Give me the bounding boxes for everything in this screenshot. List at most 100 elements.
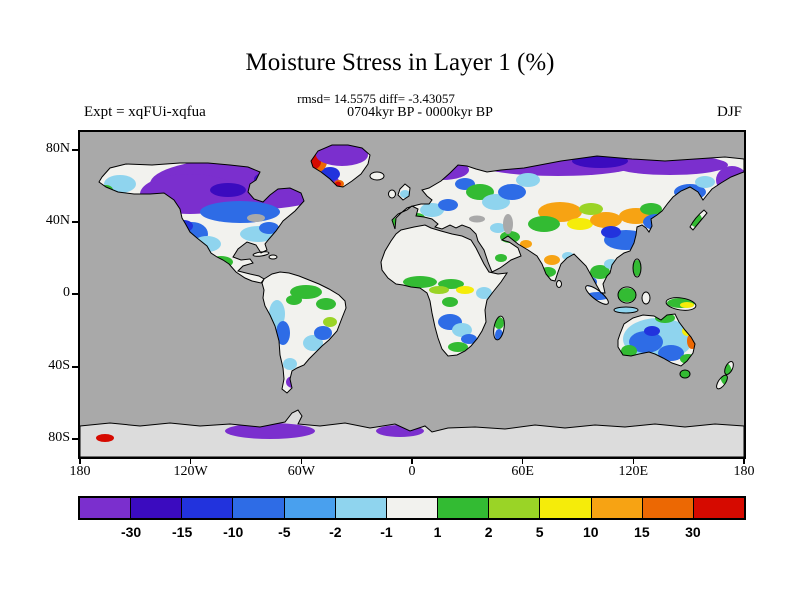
contour-patch bbox=[456, 286, 474, 294]
contour-patch bbox=[644, 326, 660, 336]
contour-patch bbox=[259, 222, 279, 234]
contour-patch bbox=[403, 276, 437, 288]
lon-tick-label: 60W bbox=[287, 464, 315, 479]
contour-patch bbox=[323, 317, 337, 327]
contour-patch bbox=[579, 203, 603, 215]
lon-tick-label: 60E bbox=[511, 464, 534, 479]
colorbar-cell bbox=[591, 498, 643, 518]
contour-patch bbox=[400, 190, 410, 198]
lat-tick-mark bbox=[72, 221, 78, 223]
contour-patch bbox=[290, 285, 322, 299]
lon-tick-mark bbox=[632, 459, 635, 464]
colorbar-boundary-label: 30 bbox=[685, 524, 701, 540]
lat-tick-label: 0 bbox=[63, 285, 70, 300]
colorbar-cell bbox=[489, 498, 541, 518]
lon-tick-label: 180 bbox=[733, 464, 755, 479]
colorbar-boundary-label: -1 bbox=[380, 524, 393, 540]
contour-patch bbox=[448, 342, 468, 352]
colorbar-cell bbox=[284, 498, 336, 518]
contour-patch bbox=[498, 184, 526, 200]
colorbar-cell bbox=[438, 498, 490, 518]
contour-patch bbox=[495, 254, 507, 262]
contour-patch bbox=[658, 345, 684, 361]
contour-patch bbox=[680, 302, 694, 308]
contour-patch bbox=[452, 323, 472, 337]
contour-patch bbox=[590, 265, 610, 279]
experiment-label: Expt = xqFUi-xqfua bbox=[84, 104, 206, 120]
lake-black-sea bbox=[469, 215, 485, 223]
map-frame bbox=[78, 130, 746, 459]
lon-tick-label: 120W bbox=[173, 464, 208, 479]
contour-patch bbox=[640, 203, 662, 215]
contour-patch bbox=[615, 307, 637, 313]
lon-tick-label: 180 bbox=[69, 464, 91, 479]
season-label: DJF bbox=[716, 104, 742, 120]
lat-tick-mark bbox=[72, 149, 78, 151]
contour-patch bbox=[314, 326, 332, 340]
colorbar-cell bbox=[386, 498, 439, 518]
contour-patch bbox=[590, 212, 622, 228]
lakes bbox=[247, 214, 513, 234]
lat-tick-mark bbox=[72, 366, 78, 368]
contour-patch bbox=[429, 286, 449, 294]
contour-patch bbox=[621, 345, 637, 357]
colorbar-boundary-label: 10 bbox=[582, 524, 599, 540]
stats-line: rmsd= 14.5575 diff= -3.43057 bbox=[297, 91, 455, 106]
contour-patch bbox=[303, 335, 323, 351]
lat-tick-label: 40N bbox=[45, 213, 70, 228]
colorbar-boundary-label: -2 bbox=[329, 524, 342, 540]
colorbar-cell bbox=[335, 498, 387, 518]
contour-patch bbox=[516, 173, 540, 187]
contour-patch bbox=[544, 255, 560, 265]
colorbar-boundary-label: 2 bbox=[484, 524, 493, 540]
contour-patch bbox=[629, 331, 663, 353]
colorbar-boundary-label: -30 bbox=[120, 524, 142, 540]
contour-patch bbox=[283, 358, 297, 370]
contour-patch bbox=[438, 279, 464, 289]
colorbar-cell bbox=[233, 498, 285, 518]
colorbar-boundary-label: 5 bbox=[535, 524, 544, 540]
lon-tick-mark bbox=[189, 459, 192, 464]
contour-patch bbox=[316, 298, 336, 310]
lat-tick-label: 80N bbox=[45, 141, 70, 156]
colorbar-cell bbox=[80, 498, 132, 518]
chart-title: Moisture Stress in Layer 1 (%) bbox=[245, 49, 555, 76]
contour-patch bbox=[225, 423, 315, 439]
colorbar-boundary-label: -15 bbox=[172, 524, 193, 540]
contour-patch bbox=[476, 287, 492, 299]
lon-tick-label: 0 bbox=[408, 464, 416, 479]
contour-patch bbox=[316, 145, 368, 166]
lon-tick-mark bbox=[521, 459, 524, 464]
contour-patch bbox=[680, 370, 690, 378]
contour-patch bbox=[200, 201, 280, 223]
contour-patch bbox=[438, 199, 458, 211]
lon-tick-mark bbox=[300, 459, 303, 464]
contour-patch bbox=[567, 218, 593, 230]
lake-caspian-sea bbox=[503, 214, 513, 234]
colorbar-cell bbox=[540, 498, 592, 518]
colorbar-boundary-label: -10 bbox=[223, 524, 244, 540]
period-line: 0704kyr BP - 0000kyr BP bbox=[347, 105, 493, 120]
contour-patch bbox=[461, 334, 477, 344]
colorbar-cell bbox=[642, 498, 694, 518]
contour-patch bbox=[420, 203, 444, 217]
contour-patch bbox=[633, 260, 641, 276]
contour-patch bbox=[528, 216, 560, 232]
lat-tick-label: 80S bbox=[48, 430, 70, 445]
lon-tick-mark bbox=[411, 459, 413, 464]
contour-patch bbox=[490, 223, 506, 233]
colorbar-cell bbox=[693, 498, 745, 518]
contour-patch bbox=[618, 288, 636, 302]
contour-patch bbox=[520, 240, 532, 248]
lat-tick-mark bbox=[72, 293, 78, 295]
lat-tick-label: 40S bbox=[48, 358, 70, 373]
colorbar-boundary-label: 15 bbox=[634, 524, 650, 540]
contour-patch bbox=[210, 183, 246, 197]
colorbar-cell bbox=[182, 498, 234, 518]
lon-tick-mark bbox=[79, 459, 81, 464]
colorbar-boundary-label: -5 bbox=[278, 524, 291, 540]
lon-tick-label: 120E bbox=[618, 464, 649, 479]
lon-tick-mark bbox=[743, 459, 745, 464]
contour-patch bbox=[442, 297, 458, 307]
